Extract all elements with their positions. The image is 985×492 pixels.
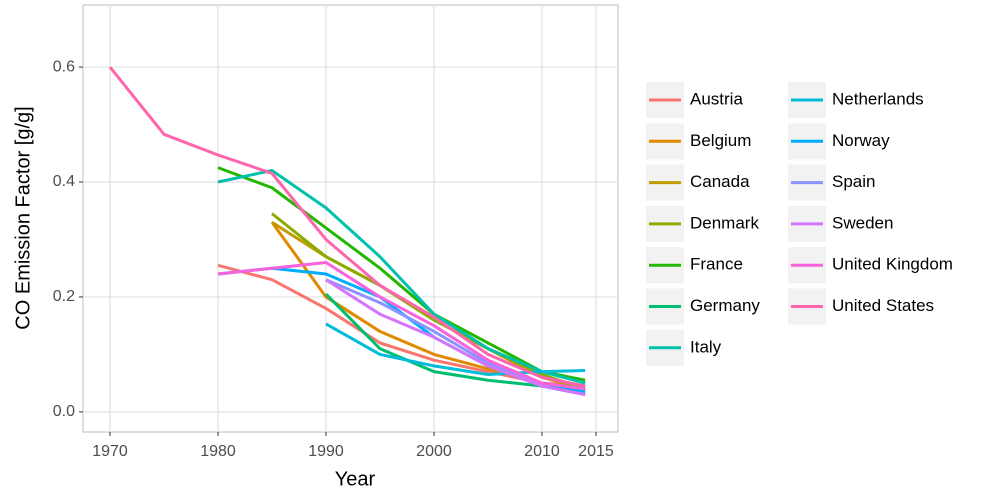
x-tick-label: 2010 (524, 443, 560, 460)
series-line (325, 278, 586, 397)
legend-label: Belgium (690, 131, 751, 150)
legend-label: United Kingdom (832, 255, 953, 274)
series-line (271, 212, 586, 391)
legend-label: Netherlands (832, 89, 924, 108)
legend-label: Austria (690, 89, 743, 108)
x-tick-label: 1980 (200, 443, 236, 460)
y-tick-label: 0.4 (53, 173, 75, 190)
series-line (217, 169, 586, 385)
legend-label: Germany (690, 296, 760, 315)
x-tick-label: 1990 (308, 443, 344, 460)
x-tick-label: 1970 (92, 443, 128, 460)
legend-label: Norway (832, 131, 890, 150)
y-tick-label: 0.2 (53, 288, 75, 305)
legend-label: Denmark (690, 213, 759, 232)
legend-label: France (690, 255, 743, 274)
x-tick-label: 2015 (578, 443, 614, 460)
x-tick-label: 2000 (416, 443, 452, 460)
series-line (108, 66, 586, 388)
y-tick-label: 0.0 (53, 403, 75, 420)
y-tick-label: 0.6 (53, 58, 75, 75)
plot-panel (82, 4, 619, 433)
legend-label: Spain (832, 172, 875, 191)
x-axis-title: Year (335, 468, 376, 490)
legend-label: Italy (690, 337, 722, 356)
legend-label: United States (832, 296, 934, 315)
legend-label: Sweden (832, 213, 893, 232)
legend-label: Canada (690, 172, 750, 191)
y-axis-title: CO Emission Factor [g/g] (12, 106, 34, 329)
series-line (217, 260, 586, 391)
series-line (325, 322, 586, 377)
